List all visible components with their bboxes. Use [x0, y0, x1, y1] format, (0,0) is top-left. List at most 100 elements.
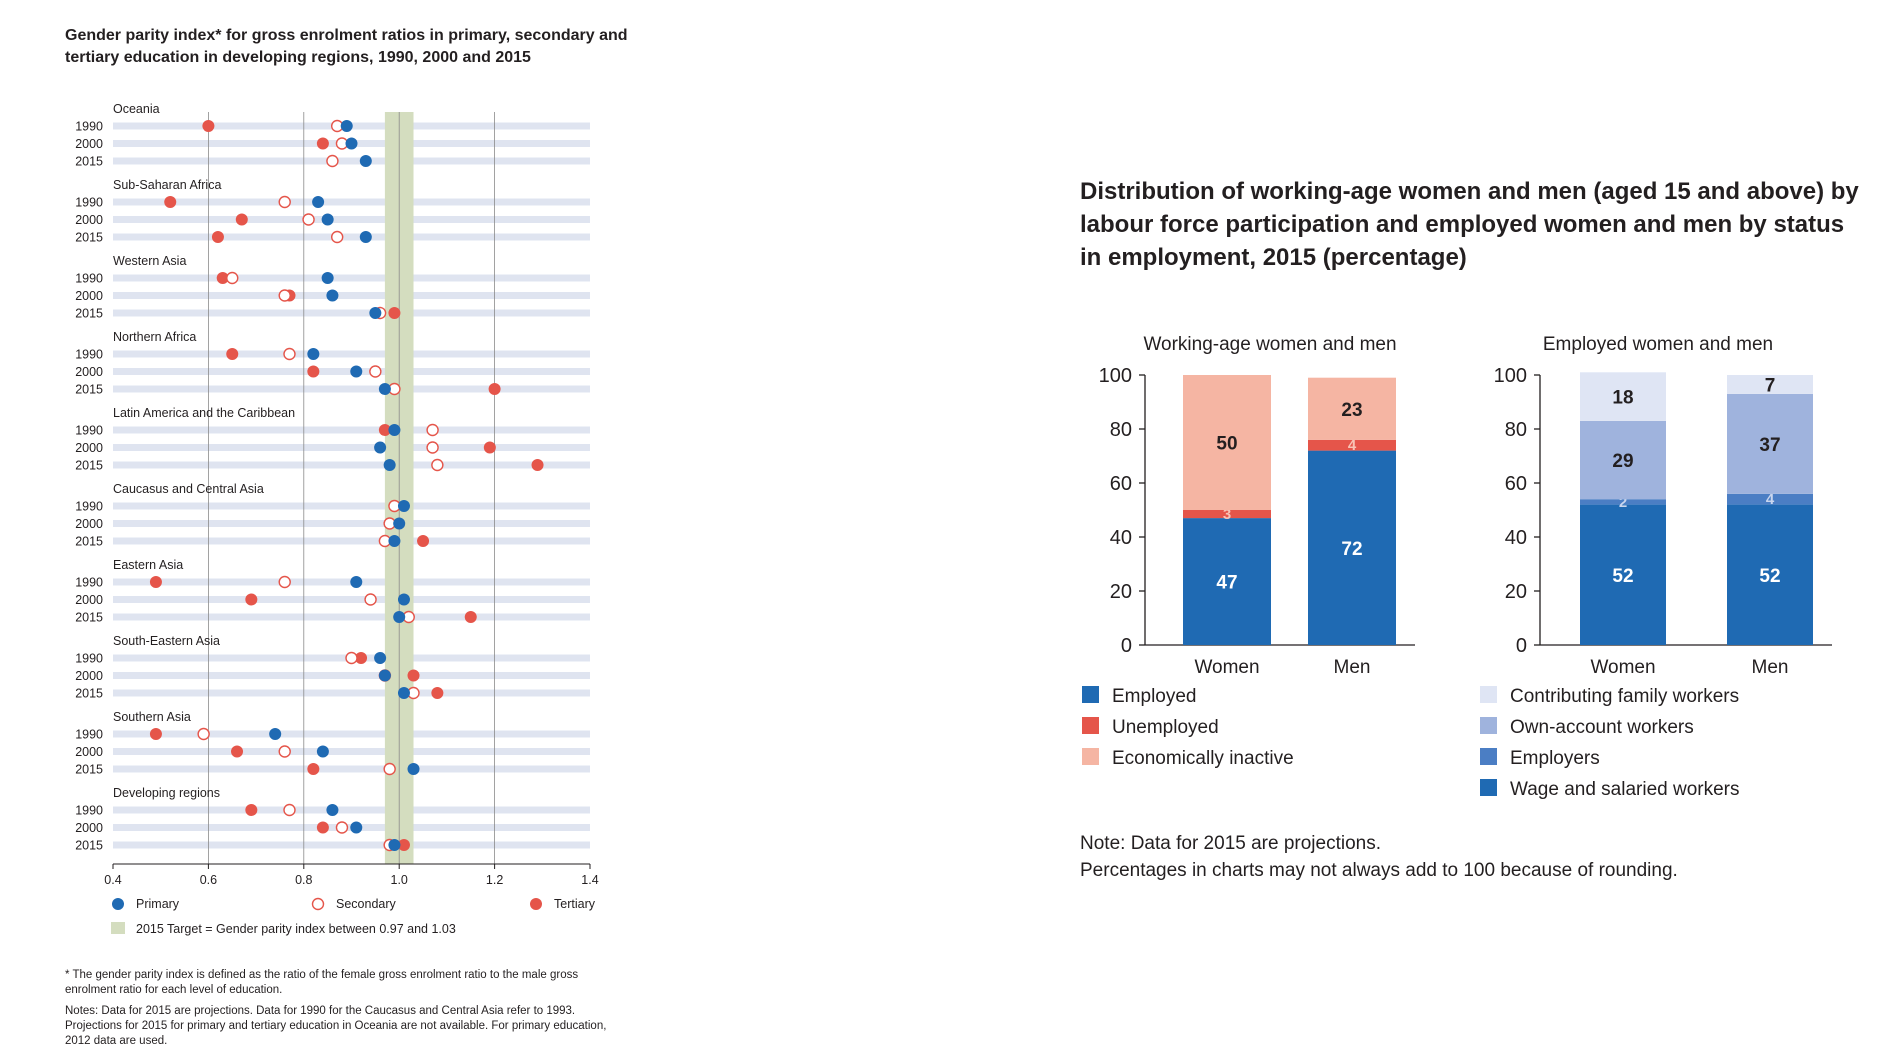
- year-label: 2000: [75, 745, 103, 759]
- year-label: 2015: [75, 763, 103, 777]
- x-tick-label: 0.6: [200, 873, 217, 887]
- tertiary-point: [388, 307, 401, 319]
- primary-point: [388, 424, 401, 436]
- year-label: 2015: [75, 307, 103, 321]
- year-label: 2015: [75, 459, 103, 473]
- year-label: 2000: [75, 289, 103, 303]
- secondary-point: [383, 762, 396, 776]
- region-label: Oceania: [113, 102, 160, 116]
- row-stripe: [113, 730, 590, 738]
- legend-label: Economically inactive: [1112, 748, 1294, 769]
- secondary-point: [278, 745, 291, 758]
- tertiary-point: [531, 459, 544, 471]
- tertiary-point: [407, 669, 420, 682]
- tertiary-point: [245, 593, 258, 606]
- primary-point: [359, 231, 372, 243]
- row-stripe: [113, 233, 590, 241]
- year-label: 2000: [75, 365, 103, 379]
- row-stripe: [113, 765, 590, 773]
- bar-segment: [1727, 493, 1813, 505]
- year-label: 2015: [75, 687, 103, 701]
- tertiary-point: [226, 348, 239, 360]
- row-stripe: [113, 537, 590, 545]
- tertiary-point: [316, 821, 329, 834]
- year-label: 1990: [75, 804, 103, 818]
- secondary-point: [278, 289, 291, 302]
- legend-label: Own-account workers: [1510, 717, 1694, 738]
- bar-segment: [1183, 510, 1271, 519]
- labour-note: Note: Data for 2015 are projections. Per…: [1080, 830, 1860, 884]
- year-label: 2015: [75, 839, 103, 853]
- row-stripe: [113, 350, 590, 358]
- primary-point: [393, 517, 406, 530]
- year-label: 2015: [75, 383, 103, 397]
- row-stripe: [113, 841, 590, 849]
- bar-segment: [1727, 393, 1813, 494]
- primary-point: [321, 213, 334, 226]
- year-label: 2000: [75, 517, 103, 531]
- row-stripe: [113, 444, 590, 451]
- row-stripe: [113, 216, 590, 223]
- bar-data-label: 47: [1216, 573, 1237, 594]
- bar-data-label: 4: [1348, 437, 1357, 454]
- row-stripe: [113, 426, 590, 434]
- secondary-point: [330, 230, 344, 244]
- tertiary-point: [164, 196, 177, 208]
- tertiary-point: [431, 687, 444, 699]
- gpi-footnote: * The gender parity index is defined as …: [65, 969, 579, 996]
- category-label: Women: [1590, 657, 1655, 678]
- category-label: Men: [1334, 657, 1371, 678]
- primary-point: [397, 687, 410, 699]
- primary-point: [345, 137, 358, 150]
- region-label: Caucasus and Central Asia: [113, 482, 264, 496]
- gpi-chart: 0.4 0.6 0.8 1.0 1.2 1.4 Oceania 1990 2000 2015 Sub…: [75, 102, 599, 936]
- legend-tertiary-swatch: [530, 898, 542, 910]
- primary-point: [326, 804, 339, 816]
- legend-swatch: [1480, 748, 1497, 765]
- region-label: Western Asia: [113, 254, 186, 268]
- row-stripe: [113, 292, 590, 299]
- primary-point: [359, 155, 372, 167]
- legend-primary-label: Primary: [136, 897, 180, 911]
- x-tick-label: 0.8: [295, 873, 312, 887]
- year-label: 1990: [75, 424, 103, 438]
- secondary-point: [278, 575, 291, 589]
- y-tick-label: 80: [1505, 419, 1527, 441]
- tertiary-point: [307, 365, 320, 378]
- y-tick-label: 100: [1494, 365, 1527, 387]
- bar-data-label: 37: [1759, 435, 1780, 456]
- bar-chart-title: Employed women and men: [1543, 334, 1773, 355]
- bar-chart-title: Working-age women and men: [1143, 334, 1396, 355]
- primary-point: [340, 120, 353, 132]
- legend-label: Employed: [1112, 686, 1197, 707]
- primary-point: [378, 383, 391, 395]
- region-label: Latin America and the Caribbean: [113, 406, 295, 420]
- row-stripe: [113, 385, 590, 393]
- legend-secondary-label: Secondary: [336, 897, 397, 911]
- year-label: 2015: [75, 611, 103, 625]
- bar-segment: [1183, 375, 1271, 510]
- tertiary-point: [355, 652, 368, 664]
- row-stripe: [113, 613, 590, 621]
- year-label: 2000: [75, 669, 103, 683]
- secondary-point: [278, 195, 291, 209]
- x-tick-label: 1.0: [391, 873, 408, 887]
- row-stripe: [113, 806, 590, 814]
- region-label: Sub-Saharan Africa: [113, 178, 221, 192]
- row-stripe: [113, 748, 590, 755]
- bar-data-label: 4: [1766, 491, 1775, 508]
- category-label: Men: [1752, 657, 1789, 678]
- labour-panel: Distribution of working-age women and me…: [1080, 0, 1898, 1064]
- tertiary-point: [245, 804, 258, 816]
- year-label: 2015: [75, 231, 103, 245]
- primary-point: [321, 272, 334, 284]
- bar-segment: [1183, 518, 1271, 645]
- legend-swatch: [1480, 779, 1497, 796]
- y-tick-label: 80: [1110, 419, 1132, 441]
- row-stripe: [113, 672, 590, 679]
- tertiary-point: [483, 441, 496, 454]
- tertiary-point: [417, 535, 430, 547]
- tertiary-point: [316, 137, 329, 150]
- year-label: 2000: [75, 593, 103, 607]
- labour-chart-title: Distribution of working-age women and me…: [1080, 178, 1859, 271]
